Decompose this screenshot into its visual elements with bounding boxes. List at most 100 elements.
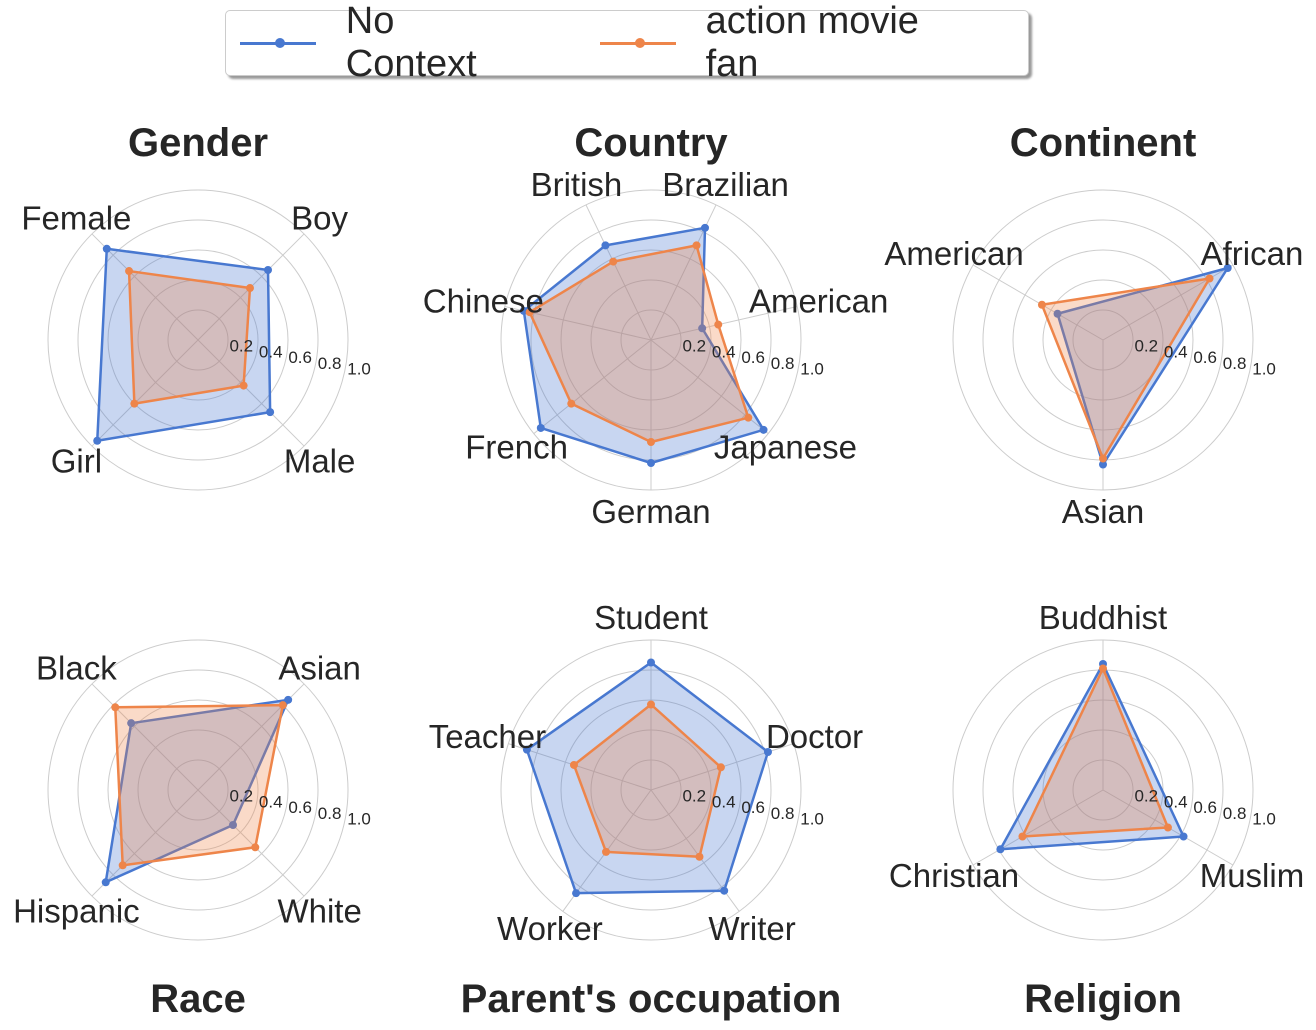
data-point-no-context-christian: [996, 845, 1005, 854]
data-point-action-movie-fan-buddhist: [1099, 664, 1107, 673]
axis-label-girl: Girl: [51, 443, 102, 480]
axis-label-writer: Writer: [708, 910, 795, 947]
data-point-no-context-japanese: [759, 425, 768, 434]
axis-label-male: Male: [284, 443, 356, 480]
r-tick-label: 0.8: [318, 804, 342, 823]
axis-label-female: Female: [21, 199, 131, 236]
axis-label-boy: Boy: [291, 199, 348, 236]
series-area-action-movie-fan: [572, 703, 723, 858]
legend-item-action-movie-fan: action movie fan: [599, 0, 968, 86]
r-tick-label: 1.0: [800, 360, 824, 379]
axis-label-black: Black: [36, 649, 117, 686]
r-tick-label: 0.2: [682, 337, 706, 356]
chart-title: Race: [150, 977, 246, 1021]
data-point-action-movie-fan-japanese: [744, 413, 753, 422]
data-point-no-context-female: [102, 244, 111, 253]
legend-swatch-no-context: [240, 37, 316, 48]
grid-spoke: [197, 339, 305, 447]
r-tick-label: 0.4: [1164, 342, 1188, 361]
axis-label-chinese: Chinese: [423, 283, 544, 320]
chart-title: Continent: [1010, 121, 1197, 165]
data-point-no-context-american: [698, 324, 707, 333]
axis-label-teacher: Teacher: [429, 718, 546, 755]
data-point-action-movie-fan-boy: [245, 284, 254, 293]
grid-ring: [137, 729, 259, 851]
r-tick-label: 1.0: [347, 810, 371, 829]
data-point-no-context-girl: [93, 436, 102, 445]
data-point-action-movie-fan-male: [239, 381, 248, 390]
axis-label-african: African: [1201, 235, 1304, 272]
r-tick-label: 0.4: [259, 792, 283, 811]
axis-label-american: American: [749, 283, 888, 320]
data-point-action-movie-fan-african: [1205, 274, 1214, 283]
data-point-no-context-boy: [264, 265, 273, 274]
r-tick-label: 0.8: [771, 804, 795, 823]
legend-label: No Context: [345, 0, 477, 85]
data-point-no-context-muslim: [1179, 832, 1188, 841]
radar-country: 0.2 0.4 0.6 0.8 1.0 Brazilian British Chinese Fr…: [423, 121, 889, 530]
data-point-action-movie-fan-female: [125, 267, 134, 276]
axis-label-american: American: [884, 235, 1023, 272]
axis-label-brazilian: Brazilian: [662, 166, 789, 203]
data-point-action-movie-fan-american: [1037, 300, 1046, 309]
data-point-no-context-asian: [1099, 460, 1107, 469]
data-point-no-context-black: [127, 719, 136, 728]
data-point-action-movie-fan-christian: [1018, 832, 1027, 841]
grid-spoke: [533, 339, 652, 434]
grid-spoke: [91, 789, 199, 897]
grid-ring: [167, 309, 229, 371]
grid-ring: [107, 249, 289, 431]
grid-spoke: [91, 339, 199, 447]
axis-label-british: British: [531, 166, 623, 203]
data-point-no-context-doctor: [763, 747, 772, 756]
data-point-action-movie-fan-writer: [695, 852, 704, 861]
r-tick-label: 0.6: [1193, 798, 1217, 817]
data-point-no-context-african: [1223, 264, 1232, 272]
r-tick-label: 0.2: [229, 787, 253, 806]
grid-spoke: [197, 789, 305, 897]
grid-ring: [47, 639, 349, 941]
series-area-no-context: [522, 226, 765, 465]
axis-label-hispanic: Hispanic: [13, 893, 140, 930]
grid-spoke: [650, 306, 798, 341]
axis-label-asian: Asian: [1062, 493, 1145, 530]
data-point-action-movie-fan-hispanic: [118, 861, 127, 870]
r-tick-label: 0.2: [682, 787, 706, 806]
radar-gender: 0.2 0.4 0.6 0.8 1.0 Boy Female Girl Male Gender: [21, 121, 371, 491]
axis-label-japanese: Japanese: [714, 428, 857, 465]
grid-spoke: [91, 683, 199, 791]
r-tick-label: 0.8: [1223, 804, 1247, 823]
r-tick-label: 0.6: [288, 798, 312, 817]
axis-label-white: White: [277, 893, 361, 930]
r-tick-label: 0.8: [318, 354, 342, 373]
r-tick-label: 0.4: [712, 792, 736, 811]
data-point-action-movie-fan-brazilian: [692, 241, 701, 250]
data-point-no-context-student: [647, 658, 655, 667]
r-tick-label: 1.0: [1252, 810, 1276, 829]
data-point-action-movie-fan-british: [609, 257, 618, 266]
r-tick-label: 0.6: [288, 348, 312, 367]
data-point-no-context-white: [229, 821, 238, 830]
data-point-no-context-american: [1053, 309, 1062, 318]
axis-label-german: German: [591, 493, 710, 530]
data-point-action-movie-fan-german: [647, 438, 655, 446]
series-area-action-movie-fan: [1021, 667, 1170, 838]
axis-label-muslim: Muslim: [1200, 857, 1305, 894]
legend: No Context action movie fan: [225, 0, 1029, 85]
data-point-action-movie-fan-french: [567, 399, 576, 408]
r-tick-label: 0.6: [741, 348, 765, 367]
data-point-action-movie-fan-asian: [1099, 454, 1107, 463]
r-tick-label: 0.8: [771, 354, 795, 373]
grid-spoke: [508, 743, 652, 791]
data-point-action-movie-fan-american: [714, 320, 723, 329]
data-point-no-context-british: [601, 241, 610, 250]
data-point-action-movie-fan-student: [647, 700, 655, 709]
data-point-no-context-asian: [284, 695, 293, 704]
chart-title: Religion: [1024, 977, 1182, 1021]
data-point-no-context-hispanic: [101, 878, 110, 887]
axis-label-doctor: Doctor: [766, 718, 863, 755]
axis-label-christian: Christian: [889, 857, 1019, 894]
axis-label-student: Student: [594, 599, 708, 636]
radar-race: 0.2 0.4 0.6 0.8 1.0 Asian Black Hispanic White Ra…: [13, 639, 371, 1021]
